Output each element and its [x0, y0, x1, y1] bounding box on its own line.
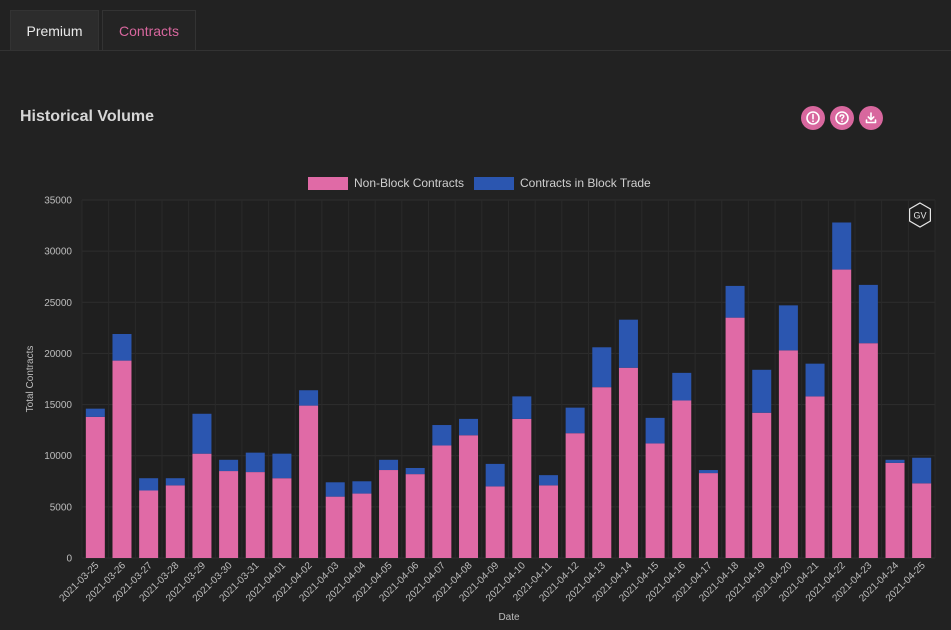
bar-non-block [272, 478, 292, 558]
y-tick-label: 15000 [44, 400, 72, 411]
legend-swatch-block-trade [474, 177, 514, 190]
bar-non-block [858, 343, 878, 558]
bar-block-trade [832, 222, 852, 270]
bar-non-block [725, 317, 745, 558]
y-tick-label: 30000 [44, 247, 72, 258]
bar-block-trade [858, 284, 878, 344]
legend-label-non-block: Non-Block Contracts [354, 176, 464, 190]
bar-block-trade [325, 482, 345, 497]
download-icon [865, 112, 877, 124]
volume-chart: 050001000015000200002500030000350002021-… [25, 176, 936, 623]
bar-block-trade [459, 418, 479, 436]
question-circle-icon [835, 111, 849, 125]
bar-non-block [778, 350, 798, 558]
bar-non-block [698, 473, 718, 558]
y-tick-label: 0 [66, 554, 72, 565]
bar-non-block [538, 485, 558, 558]
bar-block-trade [538, 475, 558, 486]
bar-non-block [165, 485, 185, 558]
bar-block-trade [192, 413, 212, 454]
bar-non-block [512, 418, 532, 558]
watermark-logo-text: GV [913, 211, 926, 221]
bar-block-trade [698, 470, 718, 474]
bar-non-block [245, 472, 265, 558]
bar-block-trade [245, 452, 265, 473]
bar-block-trade [219, 459, 239, 472]
bar-non-block [192, 453, 212, 558]
bar-block-trade [485, 463, 505, 487]
bar-block-trade [512, 396, 532, 419]
bar-block-trade [379, 459, 399, 471]
bar-non-block [885, 462, 905, 558]
bar-non-block [645, 443, 665, 558]
legend-label-block-trade: Contracts in Block Trade [520, 176, 651, 190]
tab-contracts[interactable]: Contracts [102, 10, 196, 50]
bar-block-trade [85, 408, 105, 417]
bar-block-trade [645, 417, 665, 444]
bar-block-trade [565, 407, 585, 434]
bar-non-block [299, 405, 319, 558]
legend-swatch-non-block [308, 177, 348, 190]
bar-non-block [219, 471, 239, 558]
y-axis-title: Total Contracts [25, 346, 36, 413]
tab-bar: Premium Contracts [0, 0, 951, 51]
y-tick-label: 5000 [50, 502, 73, 513]
bar-non-block [832, 269, 852, 558]
bar-block-trade [592, 347, 612, 388]
bar-non-block [379, 470, 399, 558]
bar-block-trade [752, 369, 772, 413]
bar-block-trade [725, 285, 745, 318]
bar-block-trade [165, 478, 185, 486]
y-tick-label: 25000 [44, 298, 72, 309]
bar-non-block [592, 387, 612, 558]
x-axis-title: Date [498, 612, 520, 623]
tab-premium[interactable]: Premium [10, 10, 99, 50]
bar-non-block [565, 433, 585, 558]
bar-block-trade [805, 363, 825, 397]
y-tick-label: 20000 [44, 349, 72, 360]
y-tick-label: 35000 [44, 196, 72, 207]
bar-block-trade [139, 478, 159, 491]
bar-non-block [805, 396, 825, 558]
download-button[interactable] [859, 106, 883, 130]
bar-block-trade [405, 467, 425, 475]
bar-block-trade [272, 453, 292, 479]
bar-non-block [139, 490, 159, 558]
bar-non-block [459, 435, 479, 558]
bar-block-trade [112, 333, 132, 361]
bar-non-block [405, 474, 425, 558]
alert-circle-icon [806, 111, 820, 125]
bar-block-trade [618, 319, 638, 368]
bar-block-trade [885, 459, 905, 463]
bar-non-block [672, 400, 692, 558]
bar-non-block [618, 367, 638, 558]
bar-block-trade [352, 481, 372, 494]
bar-non-block [752, 412, 772, 558]
bar-block-trade [299, 390, 319, 406]
info-button[interactable] [801, 106, 825, 130]
bar-non-block [432, 445, 452, 558]
bar-non-block [325, 496, 345, 558]
bar-non-block [485, 486, 505, 558]
section-title: Historical Volume [20, 108, 154, 125]
bar-non-block [352, 493, 372, 558]
y-tick-label: 10000 [44, 451, 72, 462]
bar-non-block [112, 360, 132, 558]
bar-block-trade [432, 425, 452, 446]
watermark-logo-icon [908, 202, 932, 228]
bar-non-block [85, 416, 105, 558]
bar-block-trade [912, 457, 932, 484]
help-button[interactable] [830, 106, 854, 130]
bar-non-block [912, 483, 932, 558]
bar-block-trade [778, 305, 798, 351]
bar-block-trade [672, 372, 692, 401]
